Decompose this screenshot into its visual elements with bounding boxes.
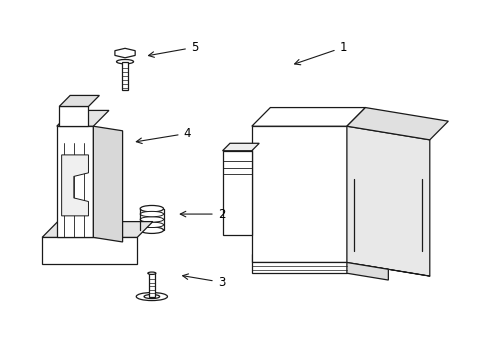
Polygon shape — [251, 126, 346, 262]
Polygon shape — [346, 108, 447, 140]
Bar — [228, 224, 236, 228]
Bar — [251, 253, 346, 262]
Bar — [226, 177, 247, 230]
Text: 5: 5 — [148, 41, 198, 57]
Polygon shape — [346, 126, 429, 276]
Circle shape — [294, 114, 303, 120]
Polygon shape — [93, 126, 122, 242]
Polygon shape — [59, 107, 88, 126]
Polygon shape — [115, 48, 135, 58]
Bar — [228, 215, 236, 220]
Polygon shape — [61, 155, 88, 216]
Polygon shape — [346, 262, 387, 280]
Circle shape — [324, 113, 332, 119]
Bar — [149, 273, 154, 297]
Ellipse shape — [353, 179, 422, 251]
Ellipse shape — [140, 206, 163, 212]
Ellipse shape — [271, 168, 285, 188]
Polygon shape — [251, 108, 365, 126]
Ellipse shape — [140, 211, 163, 217]
Circle shape — [328, 109, 336, 115]
Polygon shape — [251, 262, 346, 273]
Circle shape — [275, 114, 284, 120]
Polygon shape — [222, 143, 259, 151]
Ellipse shape — [68, 111, 79, 119]
Ellipse shape — [147, 272, 156, 274]
Ellipse shape — [140, 217, 163, 222]
Circle shape — [285, 109, 293, 116]
Circle shape — [270, 243, 280, 250]
Circle shape — [328, 244, 340, 253]
Ellipse shape — [136, 293, 167, 301]
Ellipse shape — [144, 294, 159, 298]
Text: 1: 1 — [294, 41, 346, 65]
Circle shape — [48, 244, 65, 257]
Ellipse shape — [140, 227, 163, 233]
Ellipse shape — [271, 202, 285, 219]
Polygon shape — [59, 95, 99, 107]
Text: 2: 2 — [180, 208, 224, 221]
Ellipse shape — [366, 190, 409, 239]
Circle shape — [270, 231, 280, 239]
Polygon shape — [57, 126, 93, 237]
Circle shape — [114, 244, 131, 257]
Polygon shape — [57, 111, 109, 126]
Ellipse shape — [116, 59, 133, 64]
Ellipse shape — [140, 222, 163, 228]
Circle shape — [270, 251, 280, 258]
Circle shape — [281, 234, 290, 242]
Bar — [122, 62, 128, 90]
Circle shape — [304, 109, 312, 116]
Polygon shape — [42, 222, 153, 237]
Text: 3: 3 — [182, 274, 224, 289]
Polygon shape — [222, 151, 251, 235]
Ellipse shape — [380, 207, 395, 223]
Text: 4: 4 — [136, 127, 191, 144]
Polygon shape — [42, 237, 137, 264]
